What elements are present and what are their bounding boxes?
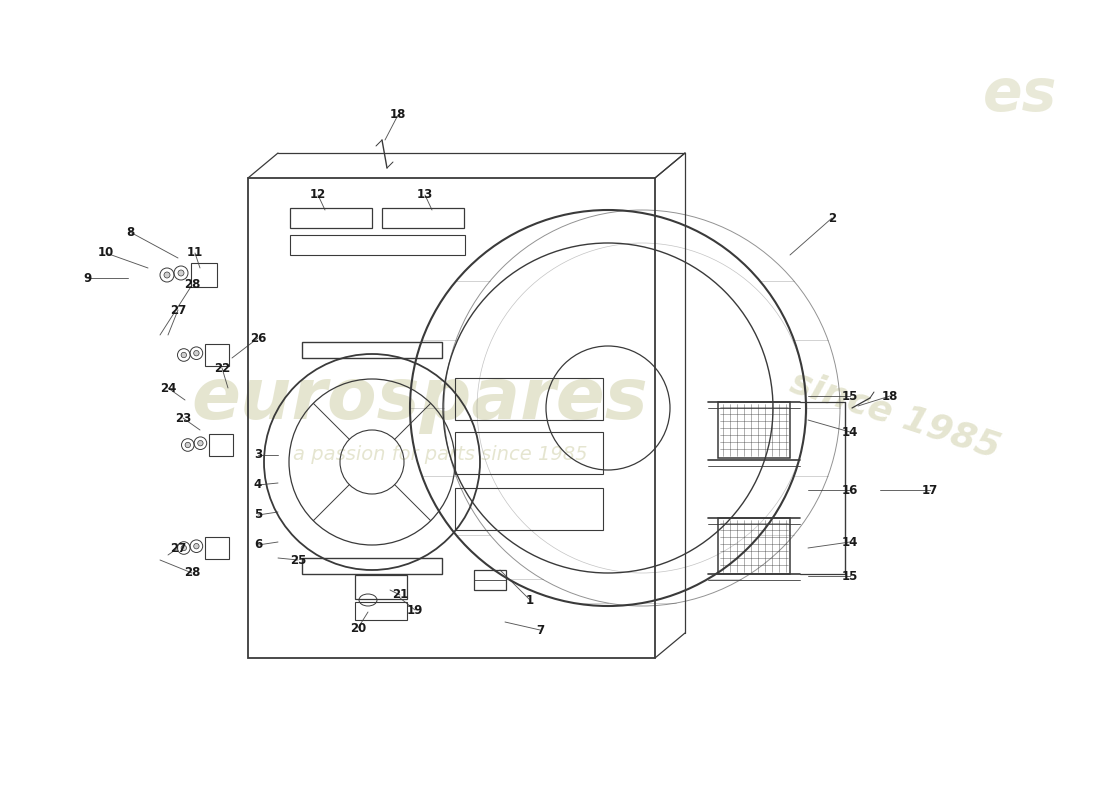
Text: 9: 9 [84, 271, 92, 285]
Bar [302, 558, 442, 574]
Bar [718, 518, 790, 574]
Text: 28: 28 [184, 278, 200, 291]
Bar [455, 378, 603, 420]
Text: 19: 19 [407, 603, 424, 617]
Bar [718, 402, 790, 458]
Bar [355, 575, 407, 599]
Text: 25: 25 [289, 554, 306, 566]
Circle shape [182, 352, 187, 358]
Text: 16: 16 [842, 483, 858, 497]
Text: 15: 15 [842, 570, 858, 582]
Text: 1: 1 [526, 594, 535, 606]
Circle shape [185, 442, 190, 448]
Text: 7: 7 [536, 623, 544, 637]
Text: 27: 27 [169, 542, 186, 554]
Bar [209, 434, 233, 456]
Text: since 1985: since 1985 [785, 365, 1004, 465]
Text: 15: 15 [842, 390, 858, 402]
Bar [455, 432, 603, 474]
Text: 14: 14 [842, 535, 858, 549]
Text: 6: 6 [254, 538, 262, 551]
Text: 14: 14 [842, 426, 858, 438]
Text: es: es [982, 66, 1057, 123]
Circle shape [164, 272, 170, 278]
Bar [355, 602, 407, 620]
Text: 21: 21 [392, 589, 408, 602]
Text: 3: 3 [254, 449, 262, 462]
Bar [474, 570, 506, 590]
Text: 20: 20 [350, 622, 366, 634]
Bar [191, 263, 217, 287]
Bar [302, 342, 442, 358]
Circle shape [182, 546, 187, 550]
Bar [206, 538, 229, 559]
Bar [206, 344, 229, 366]
Bar [455, 488, 603, 530]
Bar [290, 208, 372, 228]
Text: 12: 12 [310, 189, 326, 202]
Text: 13: 13 [417, 189, 433, 202]
Circle shape [194, 543, 199, 549]
Text: 27: 27 [169, 303, 186, 317]
Text: 18: 18 [389, 109, 406, 122]
Text: a passion for parts since 1985: a passion for parts since 1985 [293, 446, 587, 465]
Text: 5: 5 [254, 509, 262, 522]
Text: 28: 28 [184, 566, 200, 579]
Text: 24: 24 [160, 382, 176, 394]
Text: 22: 22 [213, 362, 230, 374]
Text: eurospares: eurospares [191, 366, 648, 434]
Text: 23: 23 [175, 411, 191, 425]
Text: 4: 4 [254, 478, 262, 491]
Bar [290, 235, 465, 255]
Text: 8: 8 [125, 226, 134, 238]
Bar [382, 208, 464, 228]
Text: 2: 2 [828, 211, 836, 225]
Text: 11: 11 [187, 246, 204, 259]
Text: 26: 26 [250, 331, 266, 345]
Circle shape [178, 270, 184, 276]
Circle shape [198, 441, 204, 446]
Text: 17: 17 [922, 483, 938, 497]
Text: 18: 18 [882, 390, 899, 402]
Circle shape [194, 350, 199, 356]
Text: 10: 10 [98, 246, 114, 259]
